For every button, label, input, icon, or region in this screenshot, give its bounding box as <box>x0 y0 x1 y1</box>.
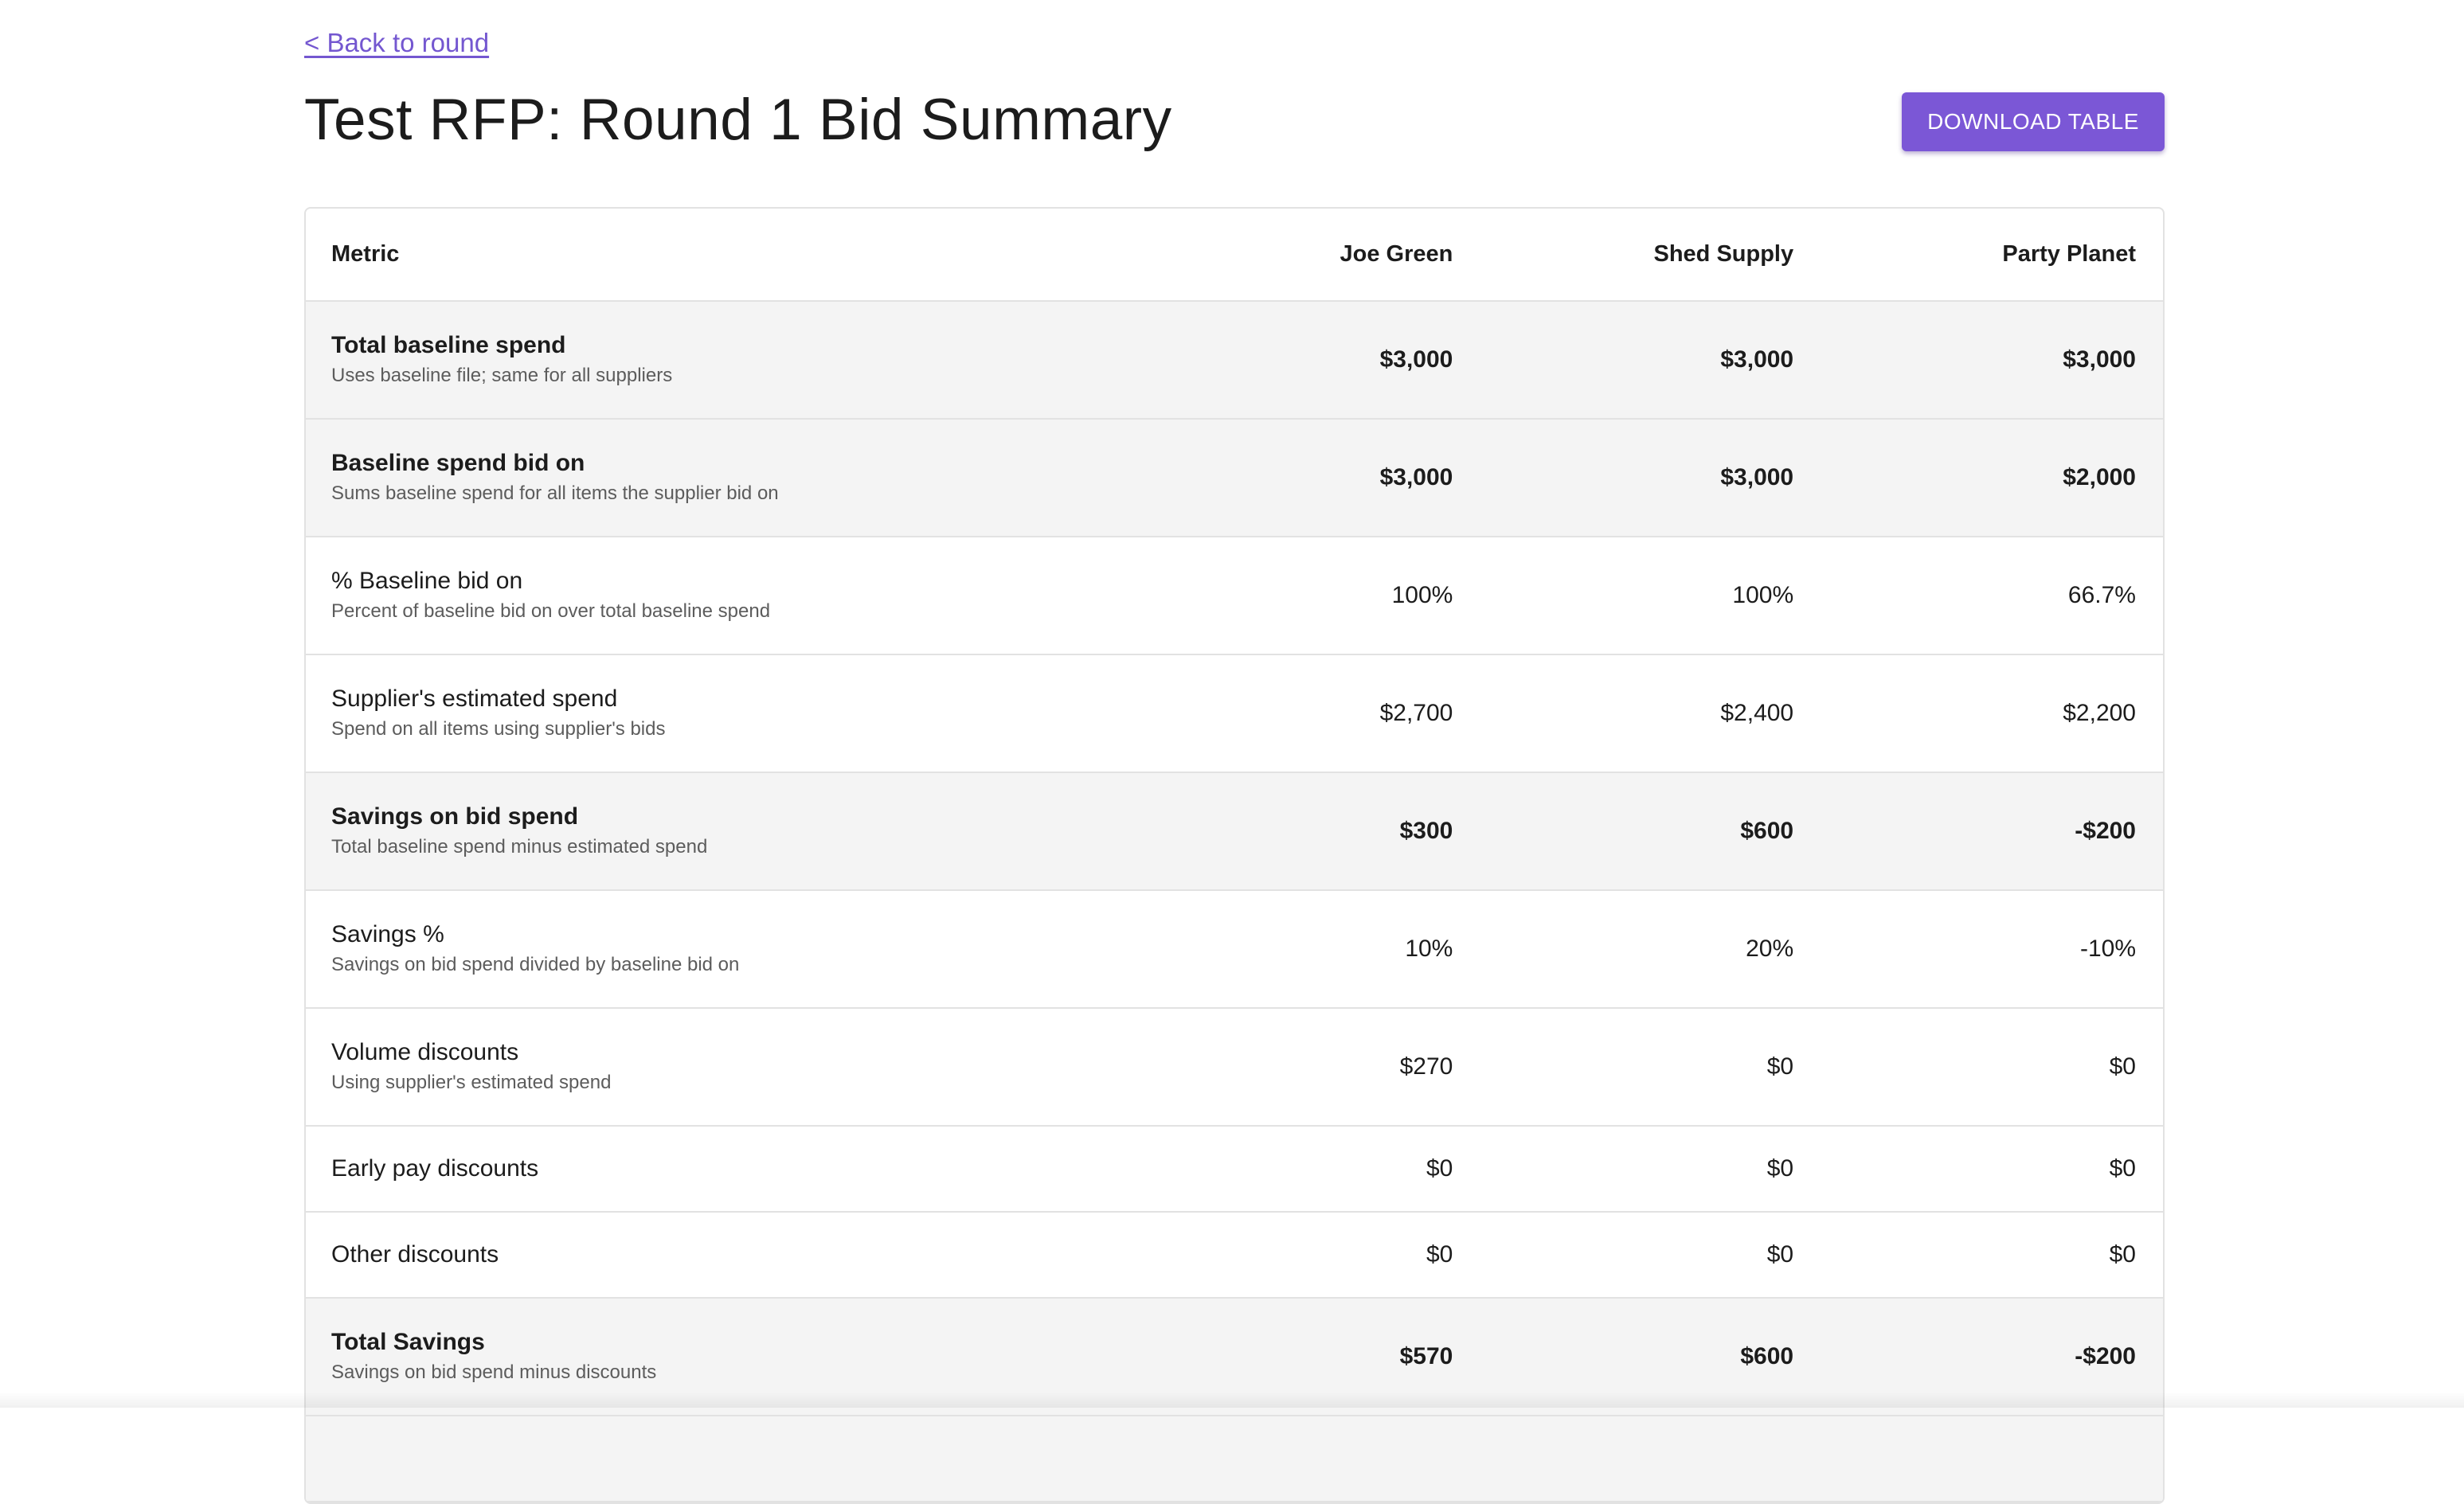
value-cell: -$200 <box>1821 772 2163 890</box>
table-header-row: Metric Joe Green Shed Supply Party Plane… <box>306 209 2163 301</box>
value-cell: $3,000 <box>1141 301 1480 419</box>
metric-label: Savings % <box>331 920 1141 950</box>
metric-description: Spend on all items using supplier's bids <box>331 716 1141 743</box>
metric-description: Total baseline spend minus estimated spe… <box>331 834 1141 861</box>
value-cell: $0 <box>1141 1126 1480 1212</box>
metric-description: Savings on bid spend minus discounts <box>331 1359 1141 1386</box>
value-cell: $3,000 <box>1480 301 1821 419</box>
metric-description: Percent of baseline bid on over total ba… <box>331 598 1141 625</box>
metric-cell: % Baseline bid on Percent of baseline bi… <box>306 537 1141 654</box>
value-cell: $600 <box>1480 772 1821 890</box>
value-cell: $0 <box>1480 1212 1821 1298</box>
metric-cell: Early pay discounts <box>306 1126 1141 1212</box>
back-to-round-link[interactable]: < Back to round <box>304 25 489 61</box>
table-row: Savings % Savings on bid spend divided b… <box>306 890 2163 1008</box>
page-title: Test RFP: Round 1 Bid Summary <box>304 83 1172 158</box>
value-cell: -10% <box>1821 890 2163 1008</box>
metric-description: Using supplier's estimated spend <box>331 1069 1141 1096</box>
value-cell: $270 <box>1141 1008 1480 1126</box>
value-cell: $2,000 <box>1821 419 2163 537</box>
metric-label: % Baseline bid on <box>331 566 1141 596</box>
download-table-button[interactable]: DOWNLOAD TABLE <box>1902 92 2165 151</box>
metric-description: Sums baseline spend for all items the su… <box>331 480 1141 507</box>
table-row: Other discounts $0 $0 $0 <box>306 1212 2163 1298</box>
value-cell: $3,000 <box>1821 301 2163 419</box>
value-cell: 10% <box>1141 890 1480 1008</box>
column-header-metric: Metric <box>306 209 1141 301</box>
value-cell: $2,400 <box>1480 654 1821 772</box>
bid-summary-table: Metric Joe Green Shed Supply Party Plane… <box>304 207 2165 1504</box>
metric-description: Uses baseline file; same for all supplie… <box>331 362 1141 389</box>
metric-label: Other discounts <box>331 1240 1141 1270</box>
table-row: Volume discounts Using supplier's estima… <box>306 1008 2163 1126</box>
metric-cell: Savings % Savings on bid spend divided b… <box>306 890 1141 1008</box>
column-header-party-planet: Party Planet <box>1821 209 2163 301</box>
value-cell: $2,700 <box>1141 654 1480 772</box>
table-row: Baseline spend bid on Sums baseline spen… <box>306 419 2163 537</box>
table-row <box>306 1416 2163 1502</box>
metric-label: Volume discounts <box>331 1037 1141 1068</box>
value-cell <box>1821 1416 2163 1502</box>
column-header-joe-green: Joe Green <box>1141 209 1480 301</box>
metric-label: Savings on bid spend <box>331 802 1141 832</box>
table-row: Early pay discounts $0 $0 $0 <box>306 1126 2163 1212</box>
table-row: Savings on bid spend Total baseline spen… <box>306 772 2163 890</box>
metric-cell: Supplier's estimated spend Spend on all … <box>306 654 1141 772</box>
metric-label: Total Savings <box>331 1327 1141 1358</box>
value-cell: $0 <box>1141 1212 1480 1298</box>
metric-cell: Savings on bid spend Total baseline spen… <box>306 772 1141 890</box>
metric-label: Early pay discounts <box>331 1154 1141 1184</box>
value-cell: $3,000 <box>1480 419 1821 537</box>
value-cell: $0 <box>1480 1126 1821 1212</box>
value-cell: $0 <box>1821 1212 2163 1298</box>
metric-cell: Other discounts <box>306 1212 1141 1298</box>
metric-label: Baseline spend bid on <box>331 448 1141 479</box>
value-cell: $3,000 <box>1141 419 1480 537</box>
value-cell <box>1141 1416 1480 1502</box>
metric-cell: Total baseline spend Uses baseline file;… <box>306 301 1141 419</box>
value-cell: $2,200 <box>1821 654 2163 772</box>
column-header-shed-supply: Shed Supply <box>1480 209 1821 301</box>
value-cell: 100% <box>1480 537 1821 654</box>
metric-cell: Volume discounts Using supplier's estima… <box>306 1008 1141 1126</box>
value-cell: $0 <box>1821 1126 2163 1212</box>
table-row: Total baseline spend Uses baseline file;… <box>306 301 2163 419</box>
scroll-shadow <box>0 1392 2464 1408</box>
value-cell: 66.7% <box>1821 537 2163 654</box>
value-cell: 20% <box>1480 890 1821 1008</box>
value-cell: 100% <box>1141 537 1480 654</box>
value-cell: $0 <box>1480 1008 1821 1126</box>
metric-label: Total baseline spend <box>331 330 1141 361</box>
metric-label: Supplier's estimated spend <box>331 684 1141 714</box>
value-cell: $0 <box>1821 1008 2163 1126</box>
metric-cell <box>306 1416 1141 1502</box>
metric-description: Savings on bid spend divided by baseline… <box>331 951 1141 979</box>
table-row: % Baseline bid on Percent of baseline bi… <box>306 537 2163 654</box>
value-cell <box>1480 1416 1821 1502</box>
metric-cell: Baseline spend bid on Sums baseline spen… <box>306 419 1141 537</box>
table-row: Supplier's estimated spend Spend on all … <box>306 654 2163 772</box>
value-cell: $300 <box>1141 772 1480 890</box>
